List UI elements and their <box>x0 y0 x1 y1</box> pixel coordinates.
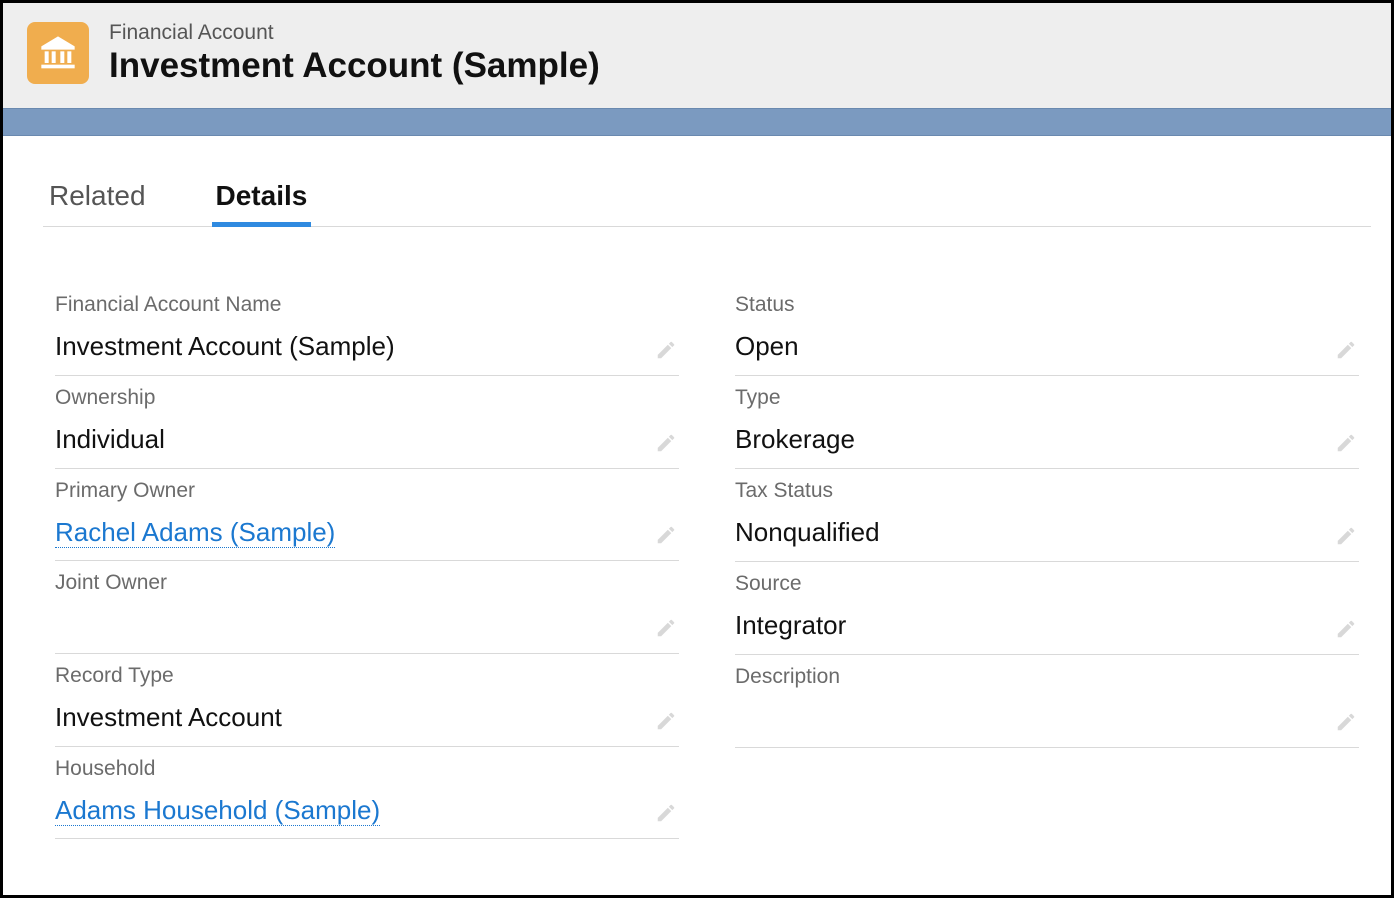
details-fields: Financial Account Name Investment Accoun… <box>43 227 1371 839</box>
field-value: Individual <box>55 424 679 456</box>
field-label: Description <box>735 665 1359 689</box>
primary-owner-link[interactable]: Rachel Adams (Sample) <box>55 517 335 548</box>
field-value <box>735 703 1359 735</box>
field-value: Integrator <box>735 610 1359 642</box>
pencil-icon[interactable] <box>655 432 677 454</box>
tab-related[interactable]: Related <box>49 174 146 226</box>
field-tax-status: Tax Status Nonqualified <box>735 469 1359 562</box>
field-label: Financial Account Name <box>55 293 679 317</box>
content-area: Related Details Financial Account Name I… <box>3 136 1391 839</box>
pencil-icon[interactable] <box>1335 618 1357 640</box>
field-value: Nonqualified <box>735 517 1359 549</box>
field-source: Source Integrator <box>735 562 1359 655</box>
field-label: Source <box>735 572 1359 596</box>
pencil-icon[interactable] <box>655 339 677 361</box>
pencil-icon[interactable] <box>655 617 677 639</box>
record-type-kicker: Financial Account <box>109 21 600 45</box>
page-title: Investment Account (Sample) <box>109 47 600 86</box>
field-joint-owner: Joint Owner <box>55 561 679 654</box>
field-label: Primary Owner <box>55 479 679 503</box>
page-header: Financial Account Investment Account (Sa… <box>3 3 1391 108</box>
field-value: Open <box>735 331 1359 363</box>
field-record-type: Record Type Investment Account <box>55 654 679 747</box>
field-status: Status Open <box>735 283 1359 376</box>
fields-left-column: Financial Account Name Investment Accoun… <box>55 283 679 839</box>
pencil-icon[interactable] <box>655 802 677 824</box>
decorative-banner <box>3 108 1391 136</box>
field-label: Ownership <box>55 386 679 410</box>
pencil-icon[interactable] <box>1335 339 1357 361</box>
pencil-icon[interactable] <box>1335 432 1357 454</box>
pencil-icon[interactable] <box>655 710 677 732</box>
field-value <box>55 609 679 641</box>
bank-icon <box>27 22 89 84</box>
field-value: Brokerage <box>735 424 1359 456</box>
field-description: Description <box>735 655 1359 748</box>
field-value: Investment Account <box>55 702 679 734</box>
field-type: Type Brokerage <box>735 376 1359 469</box>
pencil-icon[interactable] <box>1335 525 1357 547</box>
field-label: Status <box>735 293 1359 317</box>
household-link[interactable]: Adams Household (Sample) <box>55 795 380 826</box>
field-label: Joint Owner <box>55 571 679 595</box>
tab-details[interactable]: Details <box>216 174 308 226</box>
field-primary-owner: Primary Owner Rachel Adams (Sample) <box>55 469 679 561</box>
fields-right-column: Status Open Type Brokerage Tax Status No… <box>735 283 1359 839</box>
field-label: Tax Status <box>735 479 1359 503</box>
field-ownership: Ownership Individual <box>55 376 679 469</box>
pencil-icon[interactable] <box>655 524 677 546</box>
field-financial-account-name: Financial Account Name Investment Accoun… <box>55 283 679 376</box>
pencil-icon[interactable] <box>1335 711 1357 733</box>
field-label: Household <box>55 757 679 781</box>
field-value: Investment Account (Sample) <box>55 331 679 363</box>
field-household: Household Adams Household (Sample) <box>55 747 679 839</box>
field-label: Record Type <box>55 664 679 688</box>
tab-bar: Related Details <box>43 174 1371 227</box>
header-text: Financial Account Investment Account (Sa… <box>109 21 600 86</box>
field-label: Type <box>735 386 1359 410</box>
